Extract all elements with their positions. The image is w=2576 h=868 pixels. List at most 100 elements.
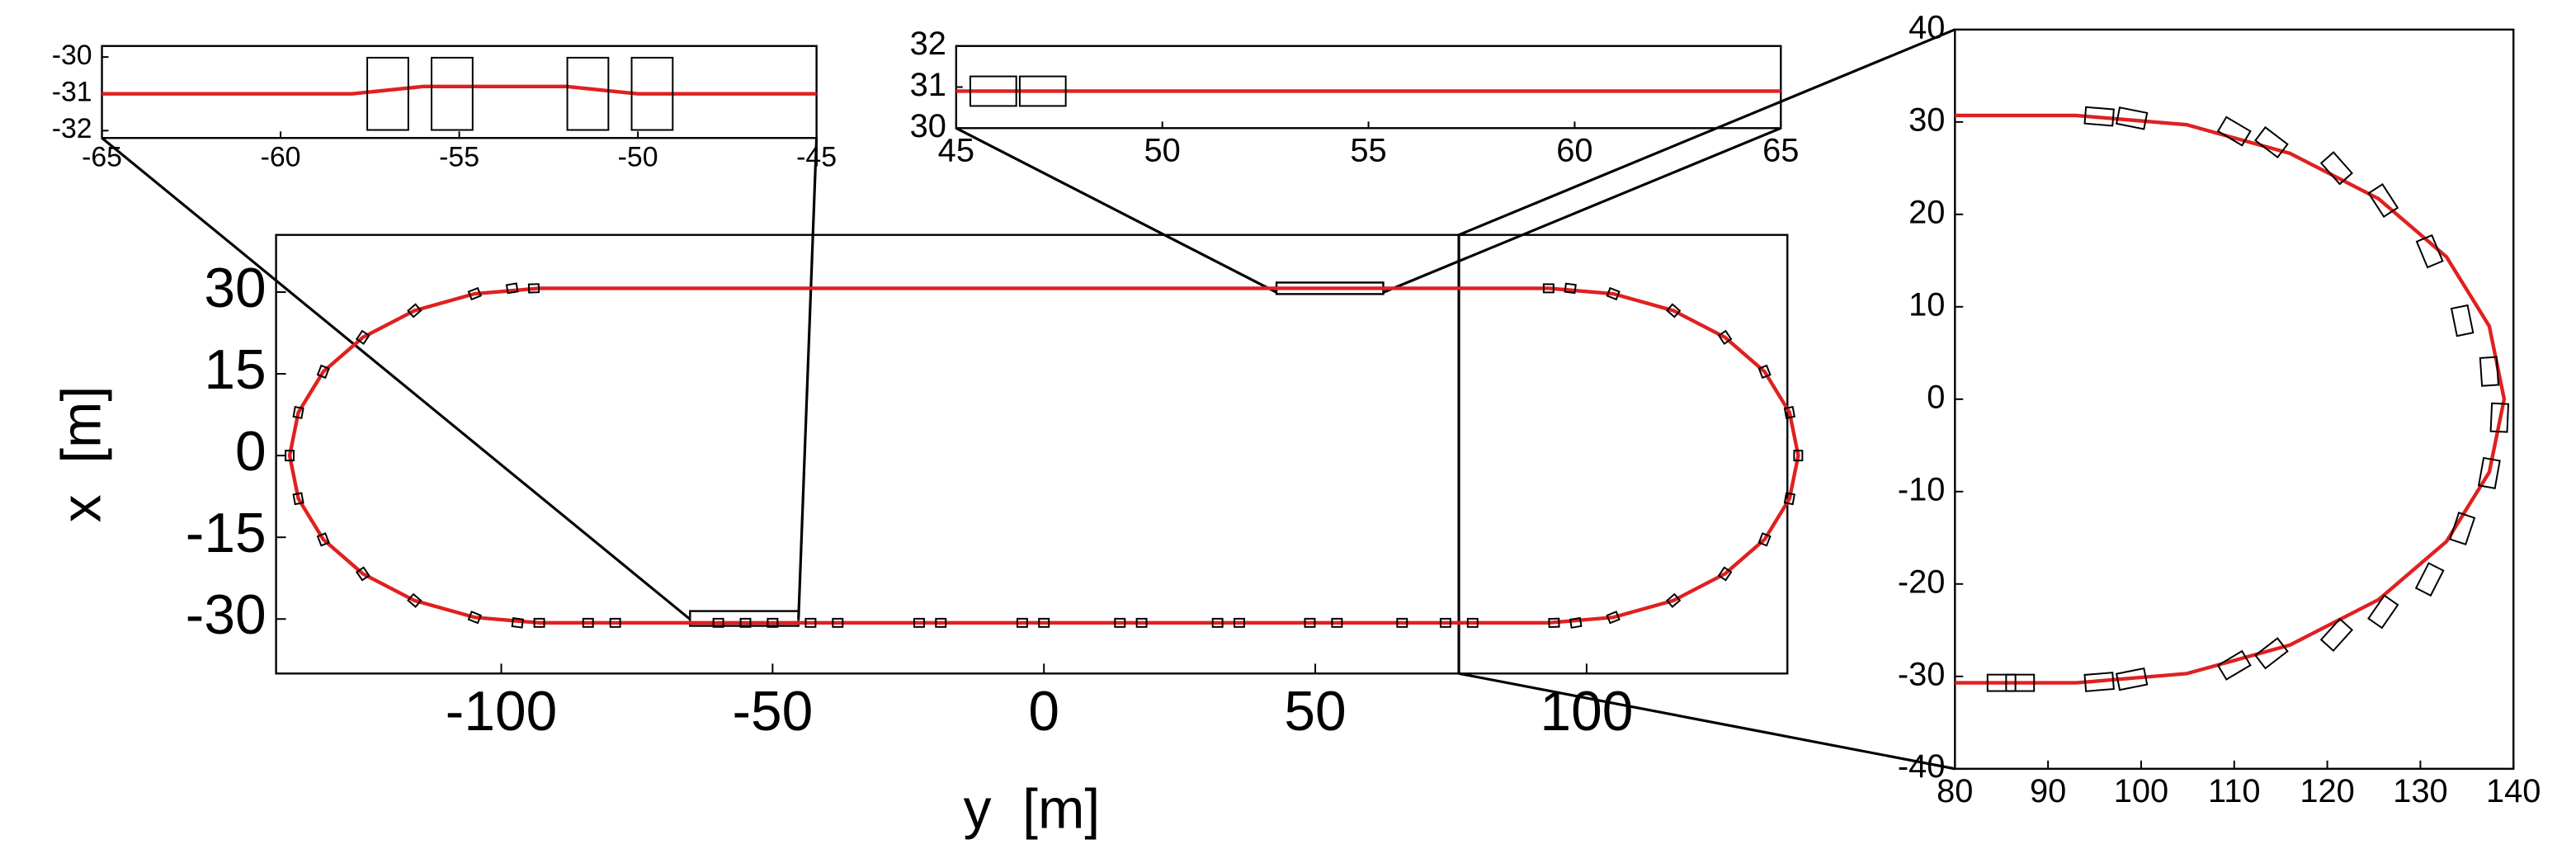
zoom-connector — [797, 138, 819, 620]
vehicle — [1542, 283, 1555, 294]
vehicle — [292, 406, 304, 419]
y-tick-label: 30 — [910, 108, 946, 144]
vehicle — [582, 617, 594, 628]
y-tick-label: -30 — [186, 584, 267, 646]
x-tick-label: -50 — [732, 681, 813, 743]
y-tick-label: 15 — [204, 339, 266, 401]
vehicle — [2216, 116, 2252, 147]
vehicle — [2319, 617, 2354, 652]
vehicle — [1757, 532, 1772, 547]
vehicle — [431, 56, 474, 131]
x-tick-label: -65 — [82, 142, 122, 173]
x-tick-label: 60 — [1556, 133, 1592, 169]
x-tick-label: 110 — [2208, 773, 2260, 809]
vehicle — [1211, 617, 1224, 628]
vehicle — [1606, 611, 1621, 625]
track-line — [287, 286, 1800, 625]
vehicle — [1783, 406, 1795, 419]
zoom-connector — [1382, 126, 1781, 294]
vehicle — [2083, 106, 2115, 127]
y-tick-label: -20 — [1898, 564, 1946, 600]
vehicle — [2115, 106, 2149, 130]
x-tick-label: 45 — [938, 133, 974, 169]
y-tick-label: 20 — [1908, 194, 1945, 230]
y-tick-label: -15 — [186, 502, 267, 564]
vehicle — [969, 75, 1017, 107]
vehicle — [1569, 616, 1583, 629]
x-tick-label: 90 — [2030, 773, 2066, 809]
vehicle — [1038, 617, 1050, 628]
vehicle — [467, 286, 482, 301]
x-tick-label: -45 — [796, 142, 837, 173]
vehicle — [2216, 649, 2252, 681]
vehicle — [527, 283, 540, 294]
vehicle — [2319, 151, 2353, 186]
zoom-connector — [101, 137, 691, 620]
vehicle — [1986, 673, 2017, 692]
x-tick-label: 65 — [1762, 133, 1799, 169]
track-line — [101, 84, 817, 96]
vehicle — [1439, 617, 1451, 628]
vehicle — [2415, 234, 2444, 269]
vehicle — [1783, 492, 1795, 506]
vehicle — [511, 617, 524, 629]
vehicle — [407, 592, 422, 608]
vehicle — [292, 492, 304, 506]
y-tick-label: -40 — [1898, 748, 1946, 785]
y-tick-label: -32 — [52, 113, 92, 144]
vehicle — [1466, 617, 1479, 628]
vehicle — [1757, 364, 1772, 380]
y-axis-label: x [m] — [51, 386, 113, 522]
vehicle — [355, 566, 370, 582]
vehicle — [2450, 304, 2475, 337]
vehicle — [1331, 617, 1343, 628]
x-tick-label: -55 — [439, 142, 479, 173]
zoom-region — [689, 610, 800, 627]
vehicle — [1665, 592, 1682, 608]
x-tick-label: 0 — [1028, 681, 1059, 743]
vehicle — [2083, 672, 2115, 692]
y-tick-label: 0 — [1927, 379, 1945, 415]
x-tick-label: 50 — [1284, 681, 1346, 743]
vehicle — [1717, 329, 1733, 345]
vehicle — [285, 450, 295, 462]
vehicle — [1018, 75, 1067, 107]
plot-frame — [275, 234, 1789, 675]
zoom-connector — [955, 126, 1277, 294]
vehicle — [2254, 637, 2289, 670]
vehicle — [1114, 617, 1126, 628]
x-tick-label: 80 — [1937, 773, 1973, 809]
x-tick-label: 120 — [2300, 773, 2354, 809]
y-tick-label: 30 — [204, 257, 266, 319]
vehicle — [935, 617, 947, 628]
vehicle — [533, 617, 545, 628]
vehicle — [767, 617, 779, 628]
vehicle — [609, 617, 621, 628]
vehicle — [1606, 286, 1621, 301]
y-tick-label: -31 — [52, 77, 92, 108]
vehicle — [2115, 667, 2149, 691]
vehicle — [630, 56, 674, 131]
vehicle — [804, 617, 817, 628]
vehicle — [2254, 125, 2289, 159]
vehicle — [566, 56, 610, 131]
vehicle — [1304, 617, 1316, 628]
vehicle — [712, 617, 724, 628]
x-tick-label: -50 — [618, 142, 658, 173]
vehicle — [1135, 617, 1148, 628]
vehicle — [505, 282, 519, 295]
vehicle — [2005, 673, 2036, 692]
vehicle — [1548, 617, 1560, 629]
x-tick-label: 130 — [2393, 773, 2447, 809]
vehicle — [1234, 617, 1245, 628]
y-tick-label: 30 — [1908, 101, 1945, 138]
track-line — [1955, 113, 2507, 685]
y-tick-label: 40 — [1908, 9, 1945, 45]
vehicle — [355, 329, 370, 345]
x-tick-label: 50 — [1144, 133, 1181, 169]
x-tick-label: -100 — [446, 681, 557, 743]
x-tick-label: -60 — [261, 142, 301, 173]
vehicle — [2414, 562, 2445, 597]
x-tick-label: 100 — [2114, 773, 2168, 809]
